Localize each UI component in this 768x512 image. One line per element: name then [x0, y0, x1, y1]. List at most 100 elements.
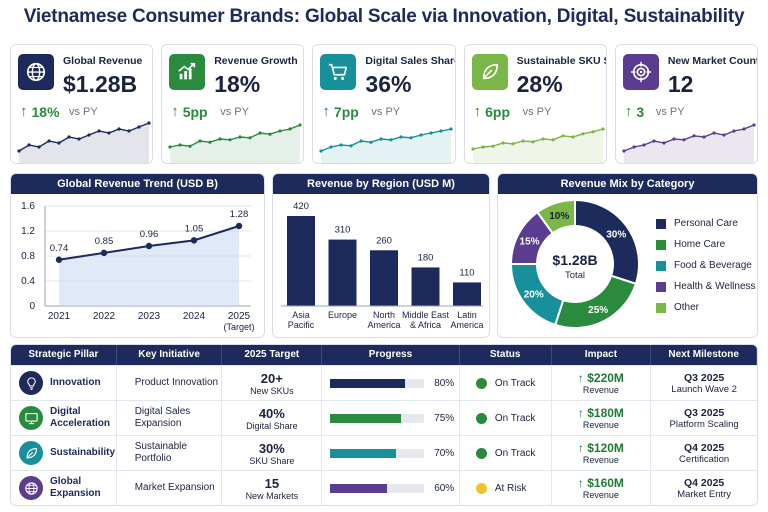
x-tick-label: 2022 — [93, 311, 116, 322]
kpi-delta-value: 7pp — [333, 103, 359, 120]
region-category-label: America — [367, 320, 400, 330]
pillar-cell: Global Expansion — [11, 471, 117, 505]
progress-cell: 70% — [322, 436, 460, 470]
kpi-label: Global Revenue — [63, 55, 143, 67]
sparkline-point — [379, 137, 384, 141]
region-bar — [411, 267, 440, 306]
impact-amount: $180M — [587, 406, 624, 420]
milestone-cell: Q3 2025 Platform Scaling — [651, 401, 757, 435]
kpi-vs-label: vs PY — [69, 106, 98, 118]
kpi-delta: ↑ 6pp — [474, 103, 510, 120]
pillar-name: Sustainability — [50, 447, 116, 458]
pillar-name: Innovation — [50, 377, 101, 388]
kpi-vs-label: vs PY — [522, 106, 552, 118]
target-value: 30% — [258, 440, 285, 456]
target-label: SKU Share — [249, 455, 295, 466]
kpi-vs-label: vs PY — [371, 106, 401, 118]
sparkline-point — [288, 127, 292, 131]
kpi-card-sustainable-sku-share: Sustainable SKU Share 28% ↑ 6pp vs PY — [463, 44, 607, 164]
revenue-trend-panel: Global Revenue Trend (USD B) 0 0.4 0.8 1.2 1… — [10, 173, 265, 338]
arrow-up-icon: ↑ — [171, 103, 179, 120]
page-title: Vietnamese Consumer Brands: Global Scale… — [23, 6, 745, 27]
sparkline-point — [87, 133, 91, 137]
region-category-label: Pacific — [288, 320, 315, 330]
milestone-label: Certification — [679, 453, 730, 465]
kpi-sparkline — [17, 121, 151, 163]
initiative-cell: Market Expansion — [117, 471, 223, 505]
impact-value: ↑ $120M — [578, 441, 624, 455]
monitor-icon — [19, 406, 43, 430]
kpi-value: 18% — [214, 71, 261, 97]
revenue-region-chart: 420AsiaPacific310Europe260NorthAmerica18… — [281, 201, 484, 330]
sparkline-point — [137, 125, 141, 129]
milestone-cell: Q4 2025 Certification — [651, 436, 757, 470]
sparkline-point — [268, 132, 272, 136]
milestone-date: Q3 2025 — [683, 406, 725, 419]
trend-point — [55, 256, 63, 263]
target-value: 20+ — [260, 370, 283, 386]
initiative-cell: Digital Sales Expansion — [117, 401, 223, 435]
sparkline-point — [77, 137, 81, 141]
sparkline-point — [672, 137, 676, 141]
status-label: On Track — [494, 412, 536, 424]
impact-cell: ↑ $120M Revenue — [552, 436, 652, 470]
region-category-label: Asia — [292, 310, 310, 320]
kpi-delta: ↑ 5pp — [171, 103, 207, 120]
revenue-region-title: Revenue by Region (USD M) — [273, 174, 489, 194]
globe-icon — [18, 54, 54, 90]
arrow-up-icon: ↑ — [577, 371, 588, 385]
kpi-delta-value: 5pp — [182, 103, 208, 120]
revenue-trend-title: Global Revenue Trend (USD B) — [11, 174, 264, 194]
status-dot-icon — [475, 482, 487, 494]
donut-center-label: Total — [565, 270, 585, 281]
sparkline-point — [662, 141, 666, 145]
milestone-label: Launch Wave 2 — [671, 383, 737, 395]
sparkline-point — [481, 145, 485, 149]
kpi-sparkline — [168, 123, 302, 163]
region-bar — [370, 250, 398, 306]
sparkline-point — [722, 133, 726, 137]
sparkline-point — [491, 144, 495, 148]
target-value: 40% — [258, 405, 285, 421]
sparkline-point — [409, 136, 414, 140]
arrow-up-icon: ↑ — [473, 103, 482, 120]
sparkline-point — [127, 129, 131, 133]
kpi-value: $1.28B — [63, 71, 138, 97]
progress-fill — [330, 378, 406, 388]
milestone-cell: Q3 2025 Launch Wave 2 — [651, 366, 757, 400]
column-header: Key Initiative — [117, 345, 223, 365]
sparkline-point — [591, 130, 595, 134]
target-label: Digital Share — [246, 420, 298, 431]
column-header: Status — [460, 345, 552, 365]
growth-chart-icon — [169, 54, 206, 90]
y-tick-label: 0.8 — [21, 251, 35, 262]
progress-value: 70% — [434, 447, 455, 459]
sparkline-point — [67, 135, 71, 139]
sparkline-point — [228, 138, 232, 142]
sparkline-point — [501, 141, 505, 145]
progress-cell: 75% — [322, 401, 460, 435]
target-cell: 30% SKU Share — [222, 436, 323, 470]
kpi-vs-label: vs PY — [655, 106, 685, 118]
target-cell: 20+ New SKUs — [222, 366, 323, 400]
sparkline-line — [18, 122, 150, 152]
sparkline-point — [632, 145, 636, 149]
sparkline-point — [278, 129, 282, 133]
sparkline-point — [349, 144, 354, 148]
milestone-date: Q3 2025 — [683, 371, 725, 384]
kpi-value: 28% — [516, 71, 563, 97]
table-row: Digital Acceleration Digital Sales Expan… — [11, 400, 757, 435]
impact-label: Revenue — [582, 385, 619, 395]
table-row: Global Expansion Market Expansion 15 New… — [11, 470, 757, 505]
impact-value: ↑ $220M — [578, 371, 624, 385]
sparkline-point — [449, 127, 454, 131]
pillar-cell: Digital Acceleration — [11, 401, 117, 435]
sparkline-point — [198, 139, 202, 143]
sparkline-point — [752, 123, 756, 127]
sparkline-point — [37, 145, 41, 149]
sparkline-point — [531, 140, 535, 144]
pillar-name: Global Expansion — [50, 476, 101, 499]
initiative-cell: Product Innovation — [117, 366, 223, 400]
progress-bar — [330, 448, 425, 458]
trend-point — [100, 249, 108, 257]
